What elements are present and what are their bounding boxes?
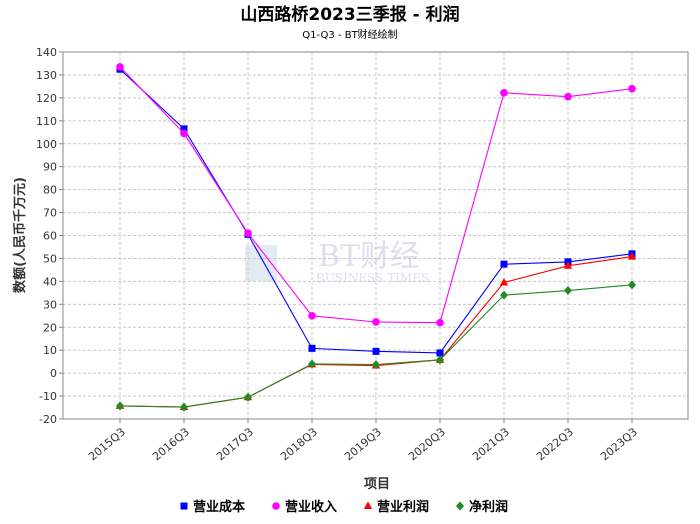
data-point xyxy=(180,125,188,133)
series-layer xyxy=(115,63,637,412)
legend-label: 净利润 xyxy=(469,499,508,515)
legend-item: 净利润 xyxy=(456,499,508,515)
data-point xyxy=(308,311,316,320)
legend-marker xyxy=(456,501,464,511)
y-tick-label: 30 xyxy=(43,298,57,311)
y-tick-label: 100 xyxy=(36,138,57,151)
watermark: BT财经 BUSINESS TIMES xyxy=(245,239,429,285)
legend-item: 营业收入 xyxy=(272,499,337,515)
data-point xyxy=(308,344,316,352)
data-point xyxy=(116,63,124,71)
legend-label: 营业利润 xyxy=(377,499,429,515)
data-point xyxy=(436,318,444,327)
data-point xyxy=(628,84,636,93)
y-tick-label: -10 xyxy=(39,390,57,403)
watermark-sub: BUSINESS TIMES xyxy=(316,271,429,285)
y-axis-ticks: -20 -10 0 10 20 30 40 50 60 70 80 90 100 110 120 130 140 xyxy=(36,46,63,426)
chart-title: 山西路桥2023三季报 - 利润 xyxy=(240,4,459,25)
data-point xyxy=(372,360,380,370)
y-tick-label: 80 xyxy=(43,184,57,197)
data-point xyxy=(436,349,444,357)
data-point xyxy=(116,401,124,411)
data-point xyxy=(244,392,252,402)
series-4 xyxy=(116,280,636,412)
data-point xyxy=(244,229,252,238)
legend-label: 营业成本 xyxy=(193,499,245,515)
y-tick-label: 0 xyxy=(50,367,57,380)
data-point xyxy=(500,260,508,268)
series-2 xyxy=(116,63,636,327)
x-tick-label: 2018Q3 xyxy=(278,425,320,463)
legend: 营业成本 营业收入 营业利润 净利润 xyxy=(180,499,508,515)
data-point xyxy=(564,286,572,296)
x-axis-ticks: 2015Q3 2016Q3 2017Q3 2018Q3 2019Q3 2020Q3 2021… xyxy=(86,419,640,463)
watermark-main: BT财经 xyxy=(318,239,420,274)
legend-marker xyxy=(180,502,188,510)
y-tick-label: 10 xyxy=(43,344,57,357)
legend-item: 营业成本 xyxy=(180,499,245,515)
y-tick-label: 90 xyxy=(43,161,57,174)
y-tick-label: 50 xyxy=(43,252,57,265)
legend-marker xyxy=(363,501,373,509)
y-tick-label: 20 xyxy=(43,321,57,334)
x-tick-label: 2023Q3 xyxy=(598,425,640,463)
y-tick-label: -20 xyxy=(39,413,57,426)
x-tick-label: 2015Q3 xyxy=(86,425,128,463)
chart-subtitle: Q1-Q3 - BT财经绘制 xyxy=(302,28,397,41)
data-point xyxy=(372,318,380,326)
y-tick-label: 40 xyxy=(43,275,57,288)
data-point xyxy=(628,280,636,290)
data-point xyxy=(500,89,508,97)
y-tick-label: 60 xyxy=(43,230,57,243)
y-tick-label: 140 xyxy=(36,46,57,59)
y-tick-label: 110 xyxy=(36,115,57,128)
x-axis-label: 项目 xyxy=(364,477,390,492)
data-point xyxy=(308,359,316,369)
x-tick-label: 2021Q3 xyxy=(470,425,512,463)
legend-marker xyxy=(272,502,280,510)
data-point xyxy=(180,129,188,138)
data-point xyxy=(499,278,509,286)
y-axis-label: 数额(人民币千万元) xyxy=(12,177,28,293)
y-tick-label: 70 xyxy=(43,207,57,220)
series-line xyxy=(119,68,633,354)
data-point xyxy=(500,290,508,300)
data-point xyxy=(180,402,188,412)
x-tick-label: 2020Q3 xyxy=(406,425,448,463)
y-tick-label: 120 xyxy=(36,92,57,105)
legend-item: 营业利润 xyxy=(363,499,429,515)
data-point xyxy=(563,261,573,269)
legend-label: 营业收入 xyxy=(285,499,337,515)
x-tick-label: 2017Q3 xyxy=(214,425,256,463)
data-point xyxy=(564,92,572,101)
x-tick-label: 2019Q3 xyxy=(342,425,384,463)
plot-area xyxy=(62,51,689,420)
data-point xyxy=(436,355,444,365)
data-point xyxy=(372,347,380,355)
x-tick-label: 2022Q3 xyxy=(534,425,576,463)
data-point xyxy=(627,252,637,260)
y-tick-label: 130 xyxy=(36,69,57,82)
x-tick-label: 2016Q3 xyxy=(150,425,192,463)
